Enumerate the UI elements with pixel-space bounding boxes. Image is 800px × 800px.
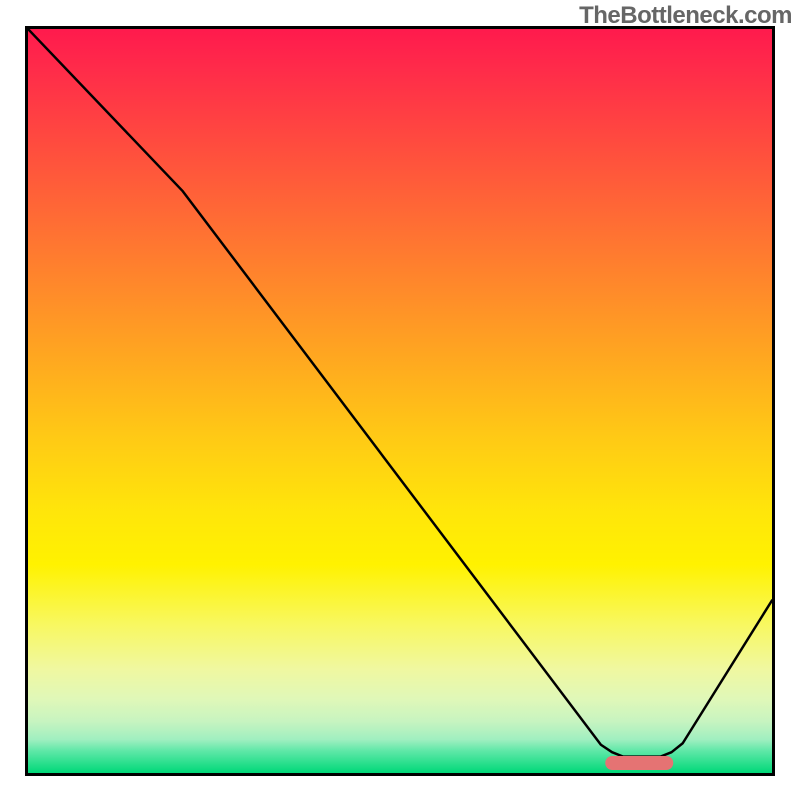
chart-marker (606, 756, 674, 770)
chart-line-layer (28, 29, 772, 773)
chart-plot-area (25, 26, 775, 776)
watermark-text: TheBottleneck.com (579, 2, 792, 30)
chart-line (28, 29, 772, 757)
